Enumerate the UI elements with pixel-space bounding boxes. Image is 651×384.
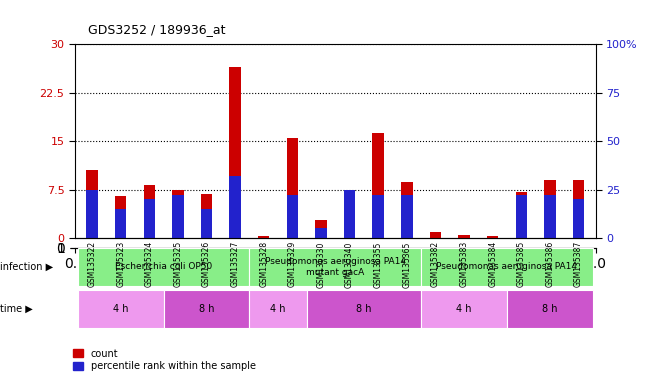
Text: GSM135328: GSM135328 [259, 241, 268, 287]
Text: time ▶: time ▶ [0, 304, 33, 314]
Text: GSM135325: GSM135325 [173, 241, 182, 287]
Text: Pseudomonas aeruginosa PA14: Pseudomonas aeruginosa PA14 [436, 262, 577, 271]
Bar [315, 228, 327, 238]
Text: GDS3252 / 189936_at: GDS3252 / 189936_at [88, 23, 225, 36]
Bar [315, 220, 327, 238]
Text: GSM135385: GSM135385 [517, 241, 526, 287]
Legend: count, percentile rank within the sample: count, percentile rank within the sample [73, 349, 256, 371]
Bar [249, 290, 307, 328]
Text: 4 h: 4 h [456, 304, 472, 314]
Bar [172, 195, 184, 238]
Bar [143, 185, 155, 238]
Text: GSM135329: GSM135329 [288, 241, 297, 287]
Bar [87, 190, 98, 238]
Bar [573, 199, 584, 238]
Bar [201, 209, 212, 238]
Bar [77, 290, 163, 328]
Bar [430, 232, 441, 238]
Text: Escherichia coli OP50: Escherichia coli OP50 [115, 262, 212, 271]
Bar [516, 192, 527, 238]
Bar [87, 170, 98, 238]
Text: 4 h: 4 h [270, 304, 286, 314]
Text: GSM135355: GSM135355 [374, 241, 383, 288]
Bar [307, 290, 421, 328]
Bar [286, 138, 298, 238]
Bar [286, 195, 298, 238]
Text: GSM135327: GSM135327 [230, 241, 240, 287]
Text: GSM135383: GSM135383 [460, 241, 469, 287]
Text: GSM135326: GSM135326 [202, 241, 211, 287]
Bar [201, 194, 212, 238]
Bar [163, 290, 249, 328]
Bar [344, 190, 355, 238]
Text: GSM135323: GSM135323 [116, 241, 125, 287]
Bar [487, 236, 499, 238]
Bar [229, 67, 241, 238]
Bar [172, 190, 184, 238]
Text: GSM135382: GSM135382 [431, 241, 440, 287]
Bar [421, 248, 593, 286]
Text: 4 h: 4 h [113, 304, 128, 314]
Bar [344, 219, 355, 238]
Bar [421, 290, 507, 328]
Bar [458, 235, 470, 238]
Text: 8 h: 8 h [542, 304, 558, 314]
Bar [77, 248, 249, 286]
Bar [115, 196, 126, 238]
Bar [258, 236, 270, 238]
Text: GSM135340: GSM135340 [345, 241, 354, 288]
Bar [229, 176, 241, 238]
Bar [372, 195, 384, 238]
Text: GSM135330: GSM135330 [316, 241, 326, 288]
Text: GSM135365: GSM135365 [402, 241, 411, 288]
Text: GSM135386: GSM135386 [546, 241, 555, 287]
Bar [401, 195, 413, 238]
Text: GSM135384: GSM135384 [488, 241, 497, 287]
Bar [544, 195, 555, 238]
Text: 8 h: 8 h [356, 304, 372, 314]
Text: infection ▶: infection ▶ [0, 262, 53, 272]
Bar [372, 133, 384, 238]
Text: GSM135322: GSM135322 [87, 241, 96, 287]
Bar [516, 195, 527, 238]
Bar [115, 209, 126, 238]
Text: 8 h: 8 h [199, 304, 214, 314]
Bar [544, 180, 555, 238]
Bar [249, 248, 421, 286]
Text: Pseudomonas aeruginosa PA14
mutant gacA: Pseudomonas aeruginosa PA14 mutant gacA [265, 257, 406, 276]
Bar [507, 290, 593, 328]
Bar [143, 199, 155, 238]
Text: GSM135324: GSM135324 [145, 241, 154, 287]
Bar [573, 180, 584, 238]
Text: GSM135387: GSM135387 [574, 241, 583, 287]
Bar [401, 182, 413, 238]
